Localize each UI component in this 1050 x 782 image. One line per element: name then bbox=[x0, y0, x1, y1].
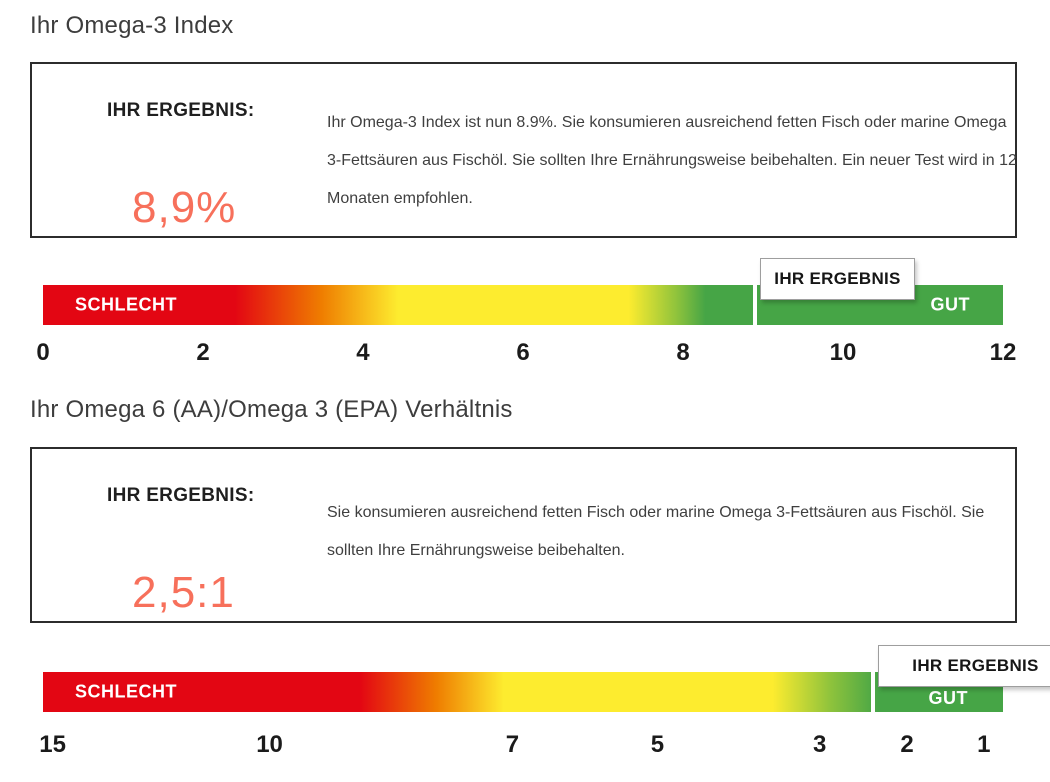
section-title-omega3-index: Ihr Omega-3 Index bbox=[30, 12, 234, 39]
zone-label-bad: SCHLECHT bbox=[75, 294, 177, 315]
result-marker-text: IHR ERGEBNIS bbox=[912, 656, 1039, 675]
result-box-omega-ratio: IHR ERGEBNIS: 2,5:1 Sie konsumieren ausr… bbox=[30, 447, 1017, 623]
result-box-omega3-index: IHR ERGEBNIS: 8,9% Ihr Omega-3 Index ist… bbox=[30, 62, 1017, 238]
result-description: Sie konsumieren ausreichend fetten Fisch… bbox=[327, 504, 985, 559]
axis-tick-label: 2 bbox=[196, 339, 210, 366]
axis-tick-label: 5 bbox=[650, 731, 665, 758]
result-marker-label: IHR ERGEBNIS bbox=[760, 258, 915, 300]
axis-tick-label: 10 bbox=[829, 339, 857, 366]
axis-tick-label: 1 bbox=[977, 731, 991, 758]
result-marker-label: IHR ERGEBNIS bbox=[878, 645, 1050, 687]
result-label: IHR ERGEBNIS: bbox=[107, 100, 255, 121]
gauge-axis: 15 10 7 5 3 2 1 bbox=[39, 731, 1003, 759]
gauge-gradient-bar: SCHLECHT GUT bbox=[43, 672, 1003, 712]
result-value-omega-ratio: 2,5:1 bbox=[132, 568, 235, 617]
axis-tick-label: 3 bbox=[812, 731, 827, 758]
gauge-axis: 0 2 4 6 8 10 12 bbox=[36, 339, 1016, 367]
gauge-omega3-index: SCHLECHT GUT IHR ERGEBNIS 0 2 4 6 8 10 12 bbox=[36, 258, 1016, 405]
result-value-omega3-index: 8,9% bbox=[132, 183, 237, 232]
zone-label-good: GUT bbox=[930, 294, 970, 315]
axis-tick-label: 10 bbox=[256, 731, 283, 758]
zone-label-good: GUT bbox=[928, 688, 968, 708]
section-title-omega-ratio: Ihr Omega 6 (AA)/Omega 3 (EPA) Verhältni… bbox=[30, 396, 513, 423]
axis-tick-label: 7 bbox=[505, 731, 520, 758]
zone-label-bad: SCHLECHT bbox=[75, 681, 177, 702]
axis-tick-label: 6 bbox=[516, 339, 530, 366]
gauge-omega-ratio: SCHLECHT GUT IHR ERGEBNIS 15 10 7 5 3 2 1 bbox=[39, 645, 1050, 782]
axis-tick-label: 0 bbox=[36, 339, 50, 366]
axis-tick-label: 15 bbox=[39, 731, 66, 758]
result-description: Ihr Omega-3 Index ist nun 8.9%. Sie kons… bbox=[327, 114, 1017, 207]
result-label: IHR ERGEBNIS: bbox=[107, 485, 255, 506]
result-marker-text: IHR ERGEBNIS bbox=[774, 269, 901, 288]
axis-tick-label: 4 bbox=[356, 339, 370, 366]
axis-tick-label: 2 bbox=[900, 731, 914, 758]
axis-tick-label: 12 bbox=[989, 339, 1017, 366]
result-marker-line bbox=[871, 672, 876, 712]
axis-tick-label: 8 bbox=[676, 339, 690, 366]
result-marker-line bbox=[753, 285, 758, 325]
